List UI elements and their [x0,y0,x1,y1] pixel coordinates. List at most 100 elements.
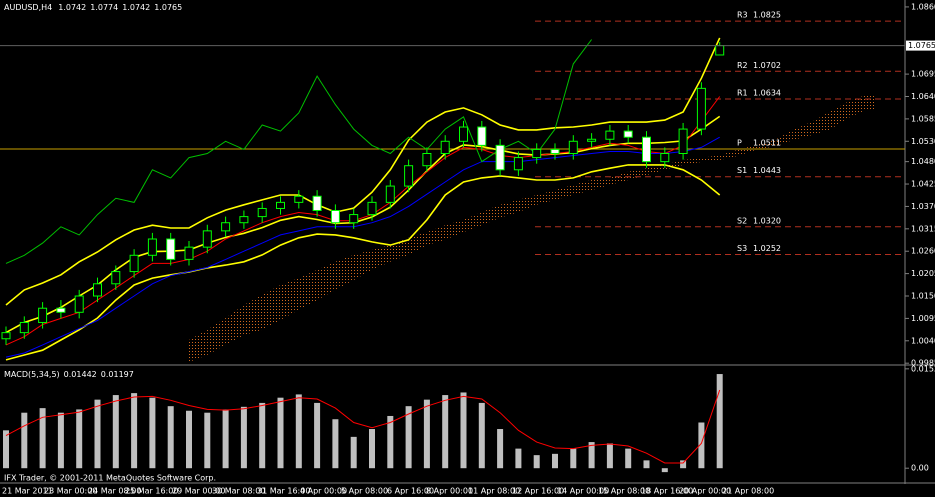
macd-bar [295,394,302,469]
x-tick-label: 14 Apr 00:00 [557,487,609,496]
candle-body [495,144,505,171]
pivot-name: R3 [737,11,748,20]
pivot-name: S1 [737,166,747,175]
x-tick-label: 21 Apr 08:00 [722,487,774,496]
cloud-segment [719,149,738,160]
cloud-segment [408,232,427,255]
macd-bar [204,412,211,469]
macd-bar [680,460,687,469]
y-tick-label: 1.0480 [911,157,935,166]
cloud-segment [207,318,226,355]
macd-bar [497,429,504,469]
pivot-name: S3 [737,244,747,253]
indicator-line [5,39,592,264]
cloud-segment [591,177,610,191]
y-tick-label: 0.00 [911,464,929,473]
x-tick-label: 8 Apr 00:00 [426,487,473,496]
y-tick-label: 1.0640 [911,92,935,101]
macd-bar [131,393,138,469]
cloud-segment [609,171,629,185]
macd-bar [186,410,192,469]
macd-bar [533,455,540,469]
signal-line [5,389,721,464]
cloud-segment [701,155,720,162]
cloud-segment [353,250,372,281]
candle-body [696,87,706,130]
cloud-segment [829,101,848,130]
cloud-segment [298,269,318,310]
macd-last: 0.01442 [64,370,97,379]
macd-bar [570,448,577,469]
pivot-value: 1.0702 [753,61,781,70]
y-tick-label: 0.01522 [911,364,935,373]
macd-bar [259,402,266,469]
cloud-segment [555,184,574,200]
candle-body [715,45,725,56]
candle-body [221,222,231,232]
candle-body [312,195,322,212]
price-marker [906,40,935,51]
x-tick-label: 29 Mar 00:00 [172,487,225,496]
x-tick-label: 24 Mar 08:00 [88,487,141,496]
candle-body [93,283,102,297]
candle-body [1,332,11,340]
macd-bar [698,422,705,469]
symbol: AUDUSD,H4 [4,3,52,12]
candle-body [111,271,121,285]
last-high: 1.0774 [90,3,118,12]
candle-body [532,148,542,159]
cloud-segment [189,329,208,362]
macd-bar [515,448,522,469]
candle-body [202,230,212,248]
cloud-segment [518,195,537,213]
y-tick-label: 1.0370 [911,202,935,211]
cloud-segment [372,245,391,270]
macd-bar [369,429,375,469]
cloud-segment [335,254,354,290]
cloud-segment [536,190,555,205]
candle-body [623,130,633,138]
macd-bar [277,397,284,469]
macd-bar [661,468,668,473]
chart-title: AUDUSD,H4 1.0742 1.0774 1.0742 1.0765 [4,3,182,12]
cloud-segment [463,212,482,233]
pivot-name: R1 [737,88,748,97]
indicator-line [5,164,721,361]
price-marker-label: 1.0765 [908,41,935,50]
y-tick-label: 1.0860 [911,2,935,11]
macd-bar [460,392,467,469]
cloud-segment [500,199,519,218]
macd-bar [332,419,339,469]
macd-bar [423,399,430,469]
candle-body [166,238,176,260]
candle-body [276,201,285,209]
y-tick-label: 1.0425 [911,180,935,189]
cloud-segment [426,225,446,246]
x-tick-label: 4 Apr 00:00 [300,487,347,496]
y-tick-label: 1.0585 [911,114,935,123]
candle-body [587,138,597,142]
candle-body [56,307,66,313]
candle-body [147,238,157,256]
cloud-segment [847,94,867,119]
candle-body [513,157,523,171]
candle-body [129,254,139,273]
x-tick-label: 11 Apr 08:00 [468,487,520,496]
x-tick-label: 20 Apr 00:00 [679,487,731,496]
candle-body [568,140,578,154]
pivot-name: S2 [737,216,747,225]
x-tick-label: 23 Mar 00:00 [44,487,97,496]
candle-body [184,246,194,260]
x-tick-label: 30 Mar 08:00 [212,487,265,496]
candle-body [477,126,487,146]
copyright: IFX Trader, © 2001-2011 MetaQuotes Softw… [4,474,216,483]
candle-body [605,130,615,140]
y-tick-label: 1.0530 [911,137,935,146]
macd-title: MACD(5,34,5) 0.01442 0.01197 [4,370,134,379]
cloud-segment [628,168,647,180]
macd-bar [625,448,632,469]
